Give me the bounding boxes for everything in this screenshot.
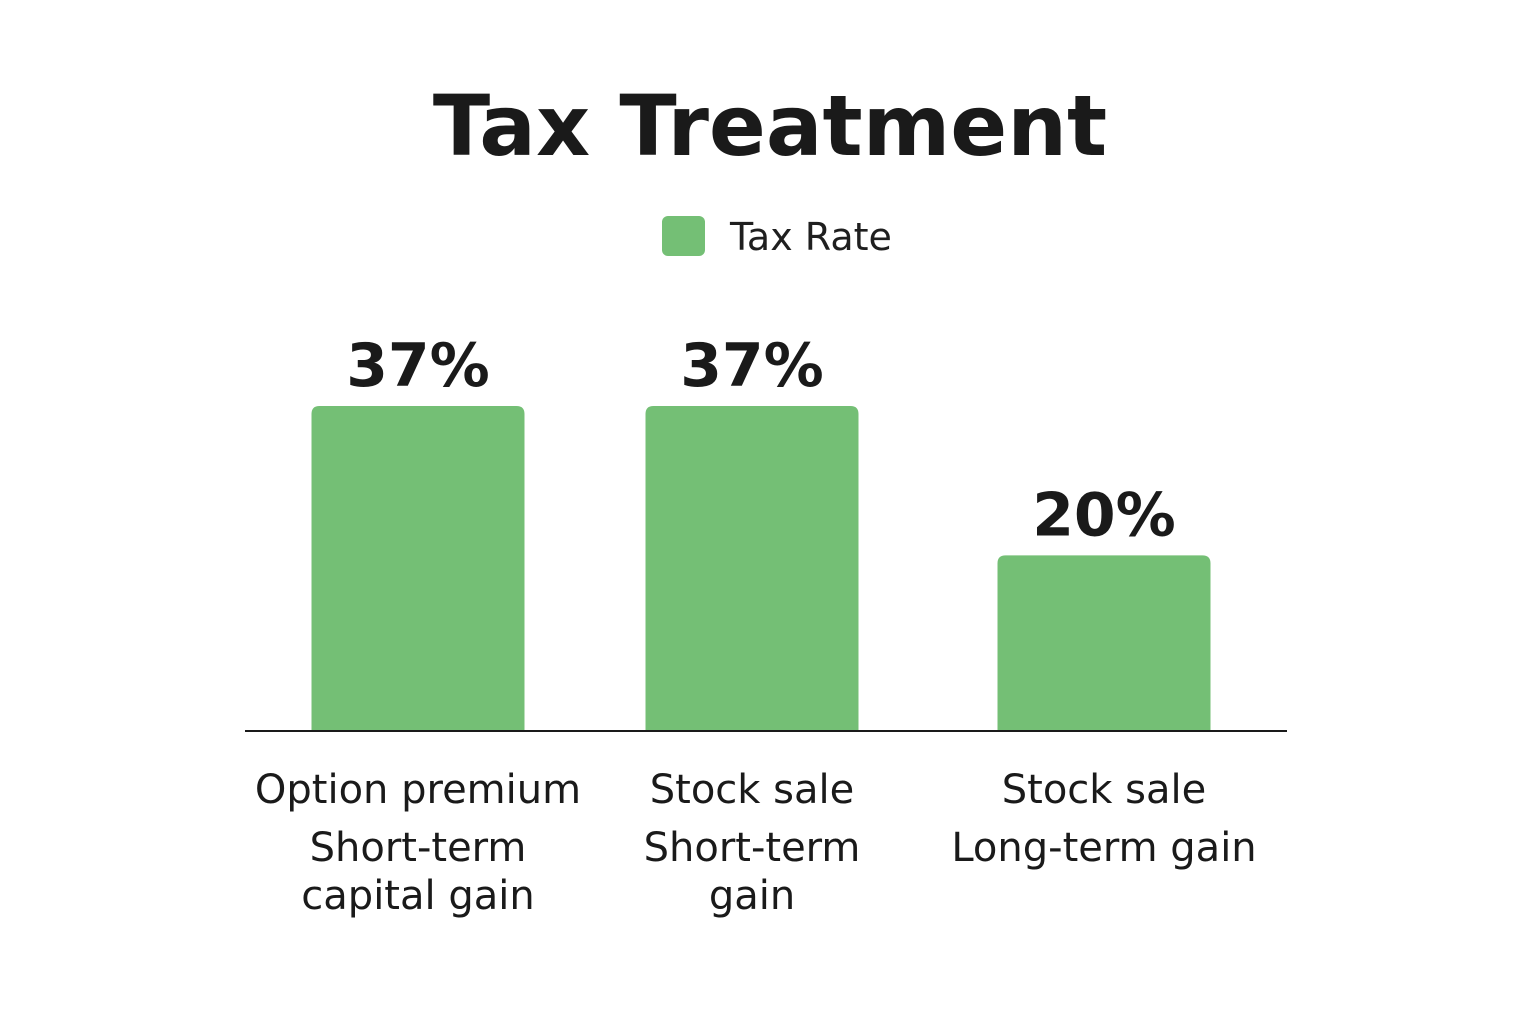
category-label-1-line3: gain <box>709 873 795 919</box>
category-label-0-line1: Option premium <box>255 767 581 813</box>
bar-0 <box>311 406 525 731</box>
category-label-0-line2: Short-term <box>310 825 527 871</box>
category-label-0-line3: capital gain <box>301 873 534 919</box>
legend-label: Tax Rate <box>729 215 892 259</box>
category-label-2-line2: Long-term gain <box>951 825 1256 871</box>
bar-2 <box>997 555 1211 731</box>
category-label-1-line2: Short-term <box>644 825 861 871</box>
value-label-2: 20% <box>1032 480 1176 550</box>
legend: Tax Rate <box>662 215 892 259</box>
value-label-1: 37% <box>680 331 824 401</box>
value-labels-layer: 37% 37% 20% <box>346 331 1176 550</box>
value-label-0: 37% <box>346 331 490 401</box>
chart-title: Tax Treatment <box>433 77 1107 175</box>
category-label-2-line1: Stock sale <box>1002 767 1207 813</box>
category-label-2: Stock sale Long-term gain <box>951 767 1256 871</box>
bar-1 <box>645 406 859 731</box>
category-label-1-line1: Stock sale <box>650 767 855 813</box>
bars-layer <box>311 406 1211 731</box>
legend-swatch <box>662 216 705 256</box>
